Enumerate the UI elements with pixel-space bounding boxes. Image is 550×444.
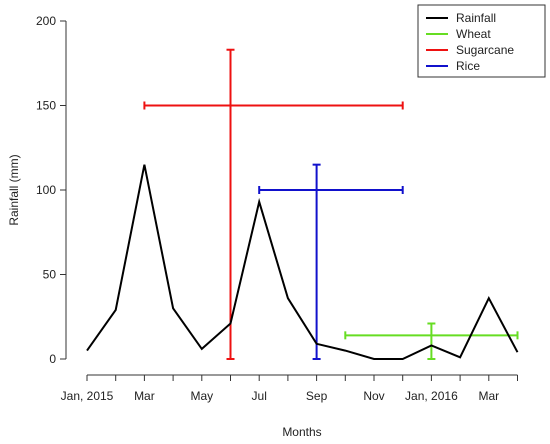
x-axis: Jan, 2015 Mar May Jul Sep Nov Jan, 2016 Mar	[61, 374, 518, 403]
legend-label: Sugarcane	[456, 43, 514, 57]
rainfall-series	[86, 164, 519, 360]
rainfall-line	[86, 164, 519, 360]
x-tick-label: Sep	[306, 389, 328, 403]
legend: Rainfall Wheat Sugarcane Rice	[417, 4, 546, 78]
x-tick-label: Mar	[134, 389, 155, 403]
y-axis: 0 50 100 150 200	[36, 14, 67, 366]
legend-label: Rice	[456, 59, 480, 73]
y-tick-label: 50	[43, 268, 57, 282]
legend-label: Wheat	[456, 27, 491, 41]
x-tick-label: Nov	[363, 389, 384, 403]
y-tick-label: 0	[49, 352, 56, 366]
crop-season-bars	[143, 48, 519, 360]
y-tick-label: 100	[36, 183, 56, 197]
x-axis-title: Months	[282, 425, 321, 439]
crop-bar-sugarcane	[143, 48, 404, 360]
crop-bar-wheat	[344, 322, 519, 360]
x-tick-label: Mar	[478, 389, 499, 403]
x-tick-label: Jul	[252, 389, 267, 403]
x-tick-label: Jan, 2015	[61, 389, 114, 403]
crop-bar-rice	[258, 163, 404, 360]
x-tick-label: May	[190, 389, 213, 403]
legend-label: Rainfall	[456, 11, 496, 25]
y-tick-label: 200	[36, 14, 56, 28]
y-axis-title: Rainfall (mm)	[7, 154, 21, 225]
x-tick-label: Jan, 2016	[405, 389, 458, 403]
y-tick-label: 150	[36, 99, 56, 113]
